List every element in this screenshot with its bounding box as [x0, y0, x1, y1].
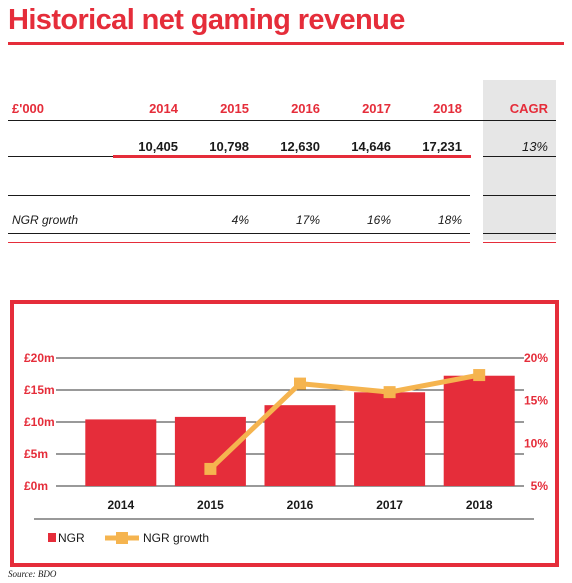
y-right-tick-label: 5%: [531, 479, 549, 493]
y-left-tick-label: £20m: [24, 351, 55, 365]
ngr-bar: [85, 419, 157, 486]
y-left-tick-label: £5m: [24, 447, 48, 461]
ngr-growth-marker: [204, 462, 217, 475]
growth-value-2017: 16%: [366, 213, 391, 227]
value-rule-cagr: [483, 156, 556, 157]
cagr-header: CAGR: [509, 101, 548, 116]
ngr-bar: [354, 392, 426, 486]
growth-value-2018: 18%: [437, 213, 462, 227]
growth-value-2015: 4%: [231, 213, 249, 227]
source-note: Source: BDO: [8, 569, 57, 579]
ngr-bar: [174, 416, 246, 486]
value-rule-left: [8, 156, 113, 157]
legend-ngr-swatch: [48, 533, 56, 542]
ngr-growth-line: [208, 372, 480, 471]
growth-value-2016: 17%: [295, 213, 320, 227]
table-bottom-rule-cagr: [483, 242, 556, 243]
ngr-bar: [264, 405, 336, 486]
ngr-chart: £0m £5m £10m £15m £20m 5% 10% 15% 20% 2014 2015 201…: [24, 351, 549, 545]
ngr-value-2014: 10,405: [138, 139, 178, 154]
ngr-bar: [443, 375, 515, 486]
cagr-value: 13%: [521, 139, 548, 154]
x-tick-label: 2018: [466, 498, 493, 512]
y-left-tick-label: £15m: [24, 383, 55, 397]
ngr-value-2018: 17,231: [422, 139, 462, 154]
unit-label: £'000: [12, 101, 45, 116]
y-right-tick-label: 20%: [524, 351, 548, 365]
y-left-tick-label: £0m: [24, 479, 48, 493]
year-header-2017: 2017: [362, 101, 391, 116]
legend-growth-label: NGR growth: [143, 531, 209, 545]
table-bottom-rule: [8, 242, 470, 243]
x-tick-label: 2016: [287, 498, 314, 512]
ngr-value-2015: 10,798: [209, 139, 249, 154]
x-tick-label: 2017: [376, 498, 403, 512]
y-right-tick-label: 10%: [524, 436, 548, 450]
chart-frame: £0m £5m £10m £15m £20m 5% 10% 15% 20% 2014 2015 201…: [10, 300, 559, 567]
year-header-2016: 2016: [291, 101, 320, 116]
year-header-2015: 2015: [220, 101, 249, 116]
page-title: Historical net gaming revenue: [8, 4, 405, 36]
y-right-tick-label: 15%: [524, 394, 548, 408]
spacer-rule-cagr: [483, 195, 556, 196]
year-header-2014: 2014: [149, 101, 178, 116]
growth-rule-cagr: [483, 233, 556, 234]
year-header-2018: 2018: [433, 101, 462, 116]
ngr-growth-marker: [294, 377, 306, 390]
spacer-rule: [8, 195, 470, 196]
ngr-growth-marker: [383, 386, 396, 399]
header-rule: [8, 120, 556, 121]
ngr-value-2017: 14,646: [351, 139, 391, 154]
x-tick-label: 2015: [197, 498, 224, 512]
cagr-column-background: [483, 80, 556, 240]
growth-rule: [8, 233, 470, 234]
legend-ngr-label: NGR: [58, 531, 85, 545]
legend-growth-marker: [116, 532, 128, 544]
y-left-tick-label: £10m: [24, 415, 55, 429]
title-rule: [8, 42, 564, 45]
value-rule-red: [113, 155, 471, 158]
x-tick-label: 2014: [107, 498, 134, 512]
ngr-growth-marker: [473, 369, 486, 382]
growth-label: NGR growth: [12, 213, 79, 227]
ngr-value-2016: 12,630: [280, 139, 320, 154]
